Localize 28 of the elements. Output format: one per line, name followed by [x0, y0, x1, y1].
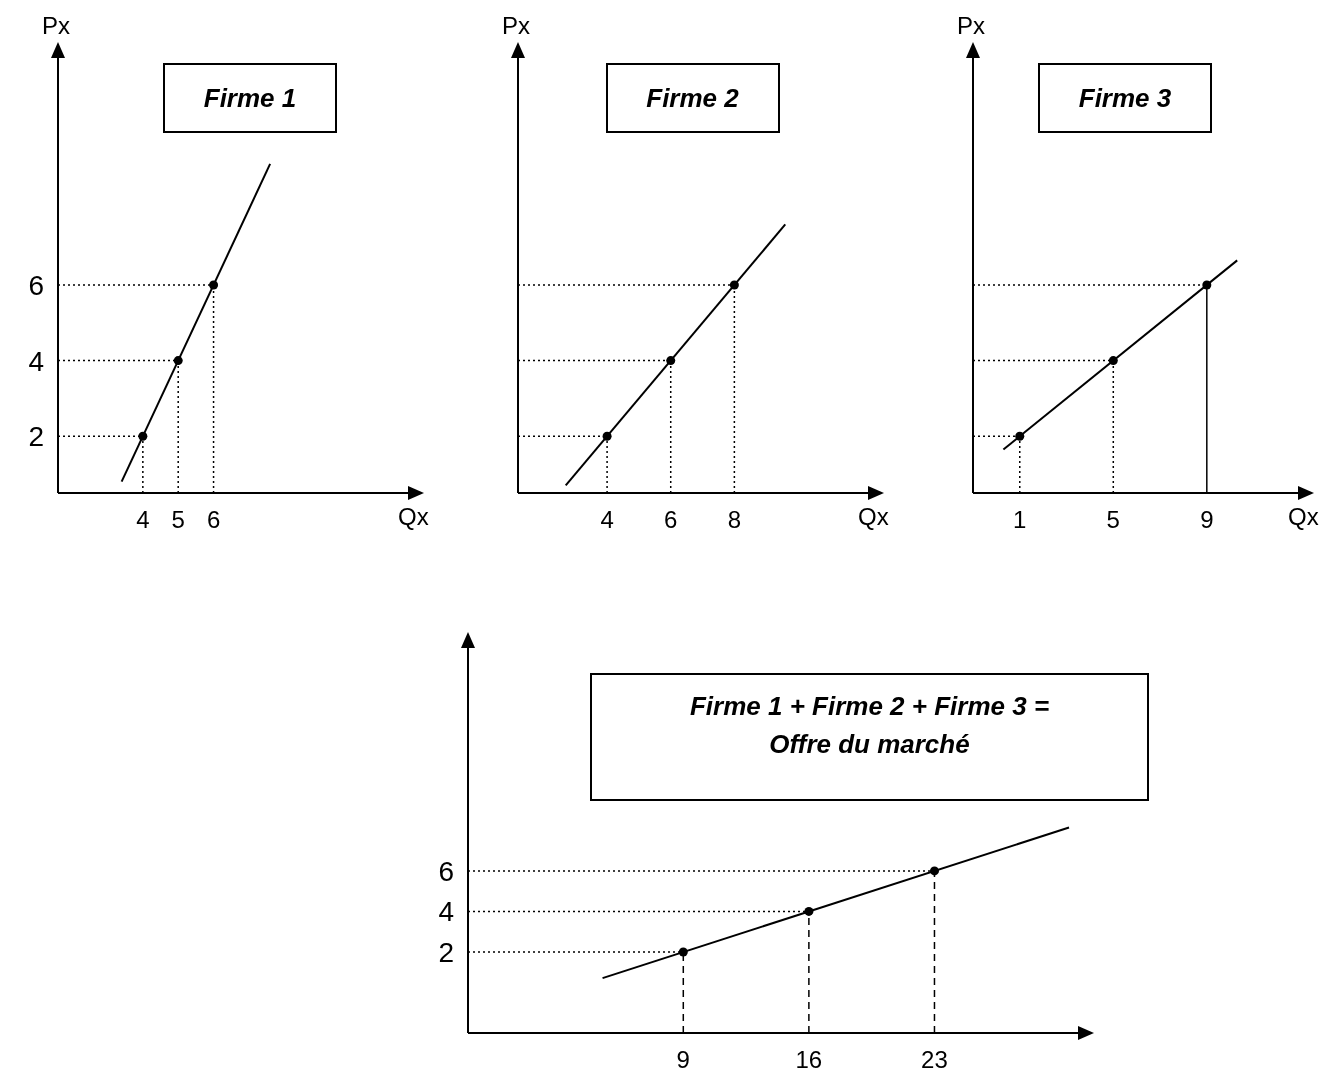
x-axis-title: Qx — [398, 503, 429, 531]
y-tick-label: 2 — [438, 936, 454, 968]
x-axis-title: Qx — [1288, 503, 1319, 531]
x-tick-label: 8 — [727, 506, 742, 534]
y-tick-label: 4 — [28, 345, 44, 377]
y-tick-label: 2 — [28, 421, 44, 453]
x-tick-label: 9 — [676, 1046, 690, 1074]
title-box: Firme 1 + Firme 2 + Firme 3 = Offre du marché — [590, 673, 1149, 801]
x-tick-label: 5 — [171, 506, 185, 534]
x-tick-label: 6 — [664, 506, 678, 534]
x-tick-label: 9 — [1200, 506, 1214, 534]
y-axis-title: Px — [957, 12, 986, 40]
x-tick-label: 4 — [600, 506, 614, 534]
title-box: Firme 1 — [163, 63, 337, 133]
y-axis-title: Px — [502, 12, 531, 40]
x-tick-label: 4 — [136, 506, 150, 534]
y-tick-label: 6 — [438, 855, 454, 887]
x-tick-label: 6 — [206, 506, 221, 534]
x-axis-title: Qx — [858, 503, 889, 531]
x-tick-label: 23 — [921, 1046, 948, 1074]
y-axis-title: Px — [42, 12, 71, 40]
y-tick-label: 4 — [438, 896, 454, 928]
x-tick-label: 5 — [1106, 506, 1120, 534]
x-tick-label: 16 — [795, 1046, 823, 1074]
x-tick-label: 1 — [1013, 506, 1027, 534]
title-box: Firme 2 — [605, 63, 780, 133]
y-tick-label: 6 — [28, 269, 44, 301]
title-box: Firme 3 — [1038, 63, 1212, 133]
